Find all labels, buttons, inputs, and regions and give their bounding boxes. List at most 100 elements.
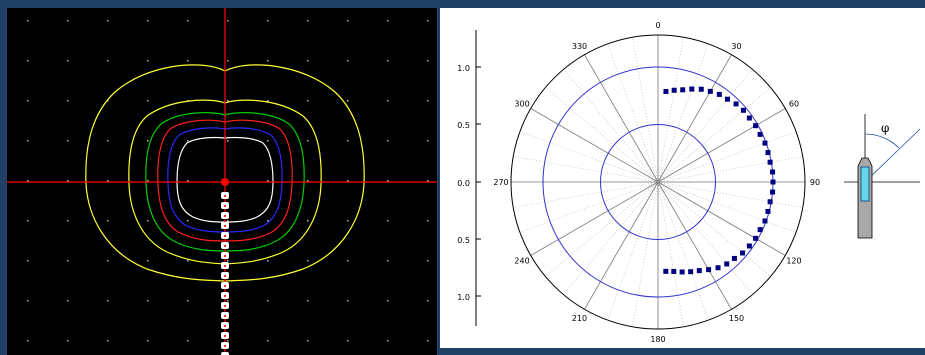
polar-data-point — [671, 268, 677, 274]
grid-dot — [107, 100, 109, 102]
grid-dot — [347, 100, 349, 102]
radial-axis-labels: 1.0 0.5 0.0 0.5 1.0 — [457, 64, 470, 302]
polar-spoke-minor — [657, 69, 753, 183]
polar-data-point — [663, 88, 669, 94]
polar-spoke-major — [657, 181, 732, 310]
grid-dot — [27, 20, 29, 22]
polar-data-point — [663, 268, 669, 274]
grid-dot — [227, 220, 229, 222]
isodose-view[interactable] — [7, 8, 437, 355]
grid-dot — [347, 340, 349, 342]
polar-spoke-major — [530, 108, 659, 183]
polar-data-point — [762, 140, 768, 146]
grid-dot — [67, 340, 69, 342]
polar-data-point — [689, 86, 695, 92]
grid-dot — [27, 300, 29, 302]
grid-dot — [267, 340, 269, 342]
polar-chart: 1.0 0.5 0.0 0.5 1.0 0 30 60 90 120 150 180 210 2… — [457, 21, 921, 344]
polar-spoke-major — [657, 181, 786, 256]
source-dwell-center — [224, 345, 226, 347]
phi-symbol: φ — [881, 121, 889, 135]
grid-dot — [347, 220, 349, 222]
polar-data-point — [767, 159, 773, 165]
polar-data-point — [679, 269, 685, 275]
grid-dot — [27, 140, 29, 142]
grid-dot — [147, 140, 149, 142]
grid-dot — [187, 300, 189, 302]
polar-data-point — [762, 218, 768, 224]
radial-tick-label: 1.0 — [457, 293, 470, 302]
source-dwell-center — [224, 315, 226, 317]
grid-dot — [27, 100, 29, 102]
radial-tick-label: 0.0 — [457, 179, 470, 188]
polar-spoke-minor — [632, 181, 659, 327]
grid-dot — [267, 260, 269, 262]
source-point[interactable] — [221, 178, 229, 186]
polar-spoke-minor — [657, 181, 753, 295]
diagram-angle-arc — [864, 133, 900, 149]
polar-angle-label: 90 — [810, 178, 820, 187]
polar-spoke-major — [657, 54, 732, 183]
grid-dot — [187, 60, 189, 62]
grid-dot — [227, 100, 229, 102]
grid-dot — [307, 180, 309, 182]
grid-dot — [387, 60, 389, 62]
grid-dot — [387, 260, 389, 262]
polar-data-point — [724, 96, 730, 102]
polar-ring — [600, 124, 716, 240]
grid-dot — [267, 60, 269, 62]
polar-spoke-minor — [563, 69, 659, 183]
grid-dot — [67, 180, 69, 182]
grid-dot — [27, 220, 29, 222]
grid-dot — [347, 180, 349, 182]
source-dwell-center — [224, 205, 226, 207]
grid-dot — [67, 300, 69, 302]
grid-dot — [427, 340, 429, 342]
polar-spoke-minor — [657, 181, 684, 327]
grid-dot — [27, 340, 29, 342]
polar-data-point — [724, 261, 730, 267]
grid-dot — [147, 100, 149, 102]
polar-data-point — [757, 227, 763, 233]
grid-dot — [307, 100, 309, 102]
polar-angle-label: 150 — [729, 314, 744, 323]
polar-spoke-minor — [545, 87, 659, 183]
grid-dot — [187, 340, 189, 342]
grid-dot — [307, 220, 309, 222]
grid-dot — [67, 60, 69, 62]
grid-dot — [107, 140, 109, 142]
source-dwell-center — [224, 255, 226, 257]
grid-dot — [67, 260, 69, 262]
polar-data-point — [753, 123, 759, 129]
grid-dot — [427, 300, 429, 302]
polar-angle-label: 180 — [650, 335, 665, 344]
grid-dot — [187, 220, 189, 222]
grid-dot — [187, 260, 189, 262]
source-dwell-center — [224, 265, 226, 267]
grid-dot — [147, 20, 149, 22]
radial-tick-label: 0.5 — [457, 121, 470, 130]
grid-dot — [427, 140, 429, 142]
polar-data-point — [688, 269, 694, 275]
grid-dot — [67, 100, 69, 102]
grid-dot — [427, 260, 429, 262]
grid-dot — [307, 300, 309, 302]
polar-data-point — [731, 255, 737, 261]
grid-dot — [67, 20, 69, 22]
grid-dot — [267, 220, 269, 222]
polar-data-point — [716, 91, 722, 97]
grid-dot — [187, 20, 189, 22]
polar-angle-label: 60 — [789, 100, 799, 109]
polar-spoke-minor — [513, 156, 659, 183]
grid-dot — [387, 100, 389, 102]
polar-data-point — [696, 268, 702, 274]
active-source-element — [860, 166, 870, 202]
polar-data-point — [706, 267, 712, 273]
polar-spokes — [511, 35, 805, 329]
grid-dot — [427, 100, 429, 102]
grid-dot — [307, 60, 309, 62]
grid-dot — [227, 20, 229, 22]
polar-angle-label: 240 — [514, 257, 529, 266]
polar-angle-label: 120 — [786, 257, 801, 266]
polar-data-point — [680, 87, 686, 93]
